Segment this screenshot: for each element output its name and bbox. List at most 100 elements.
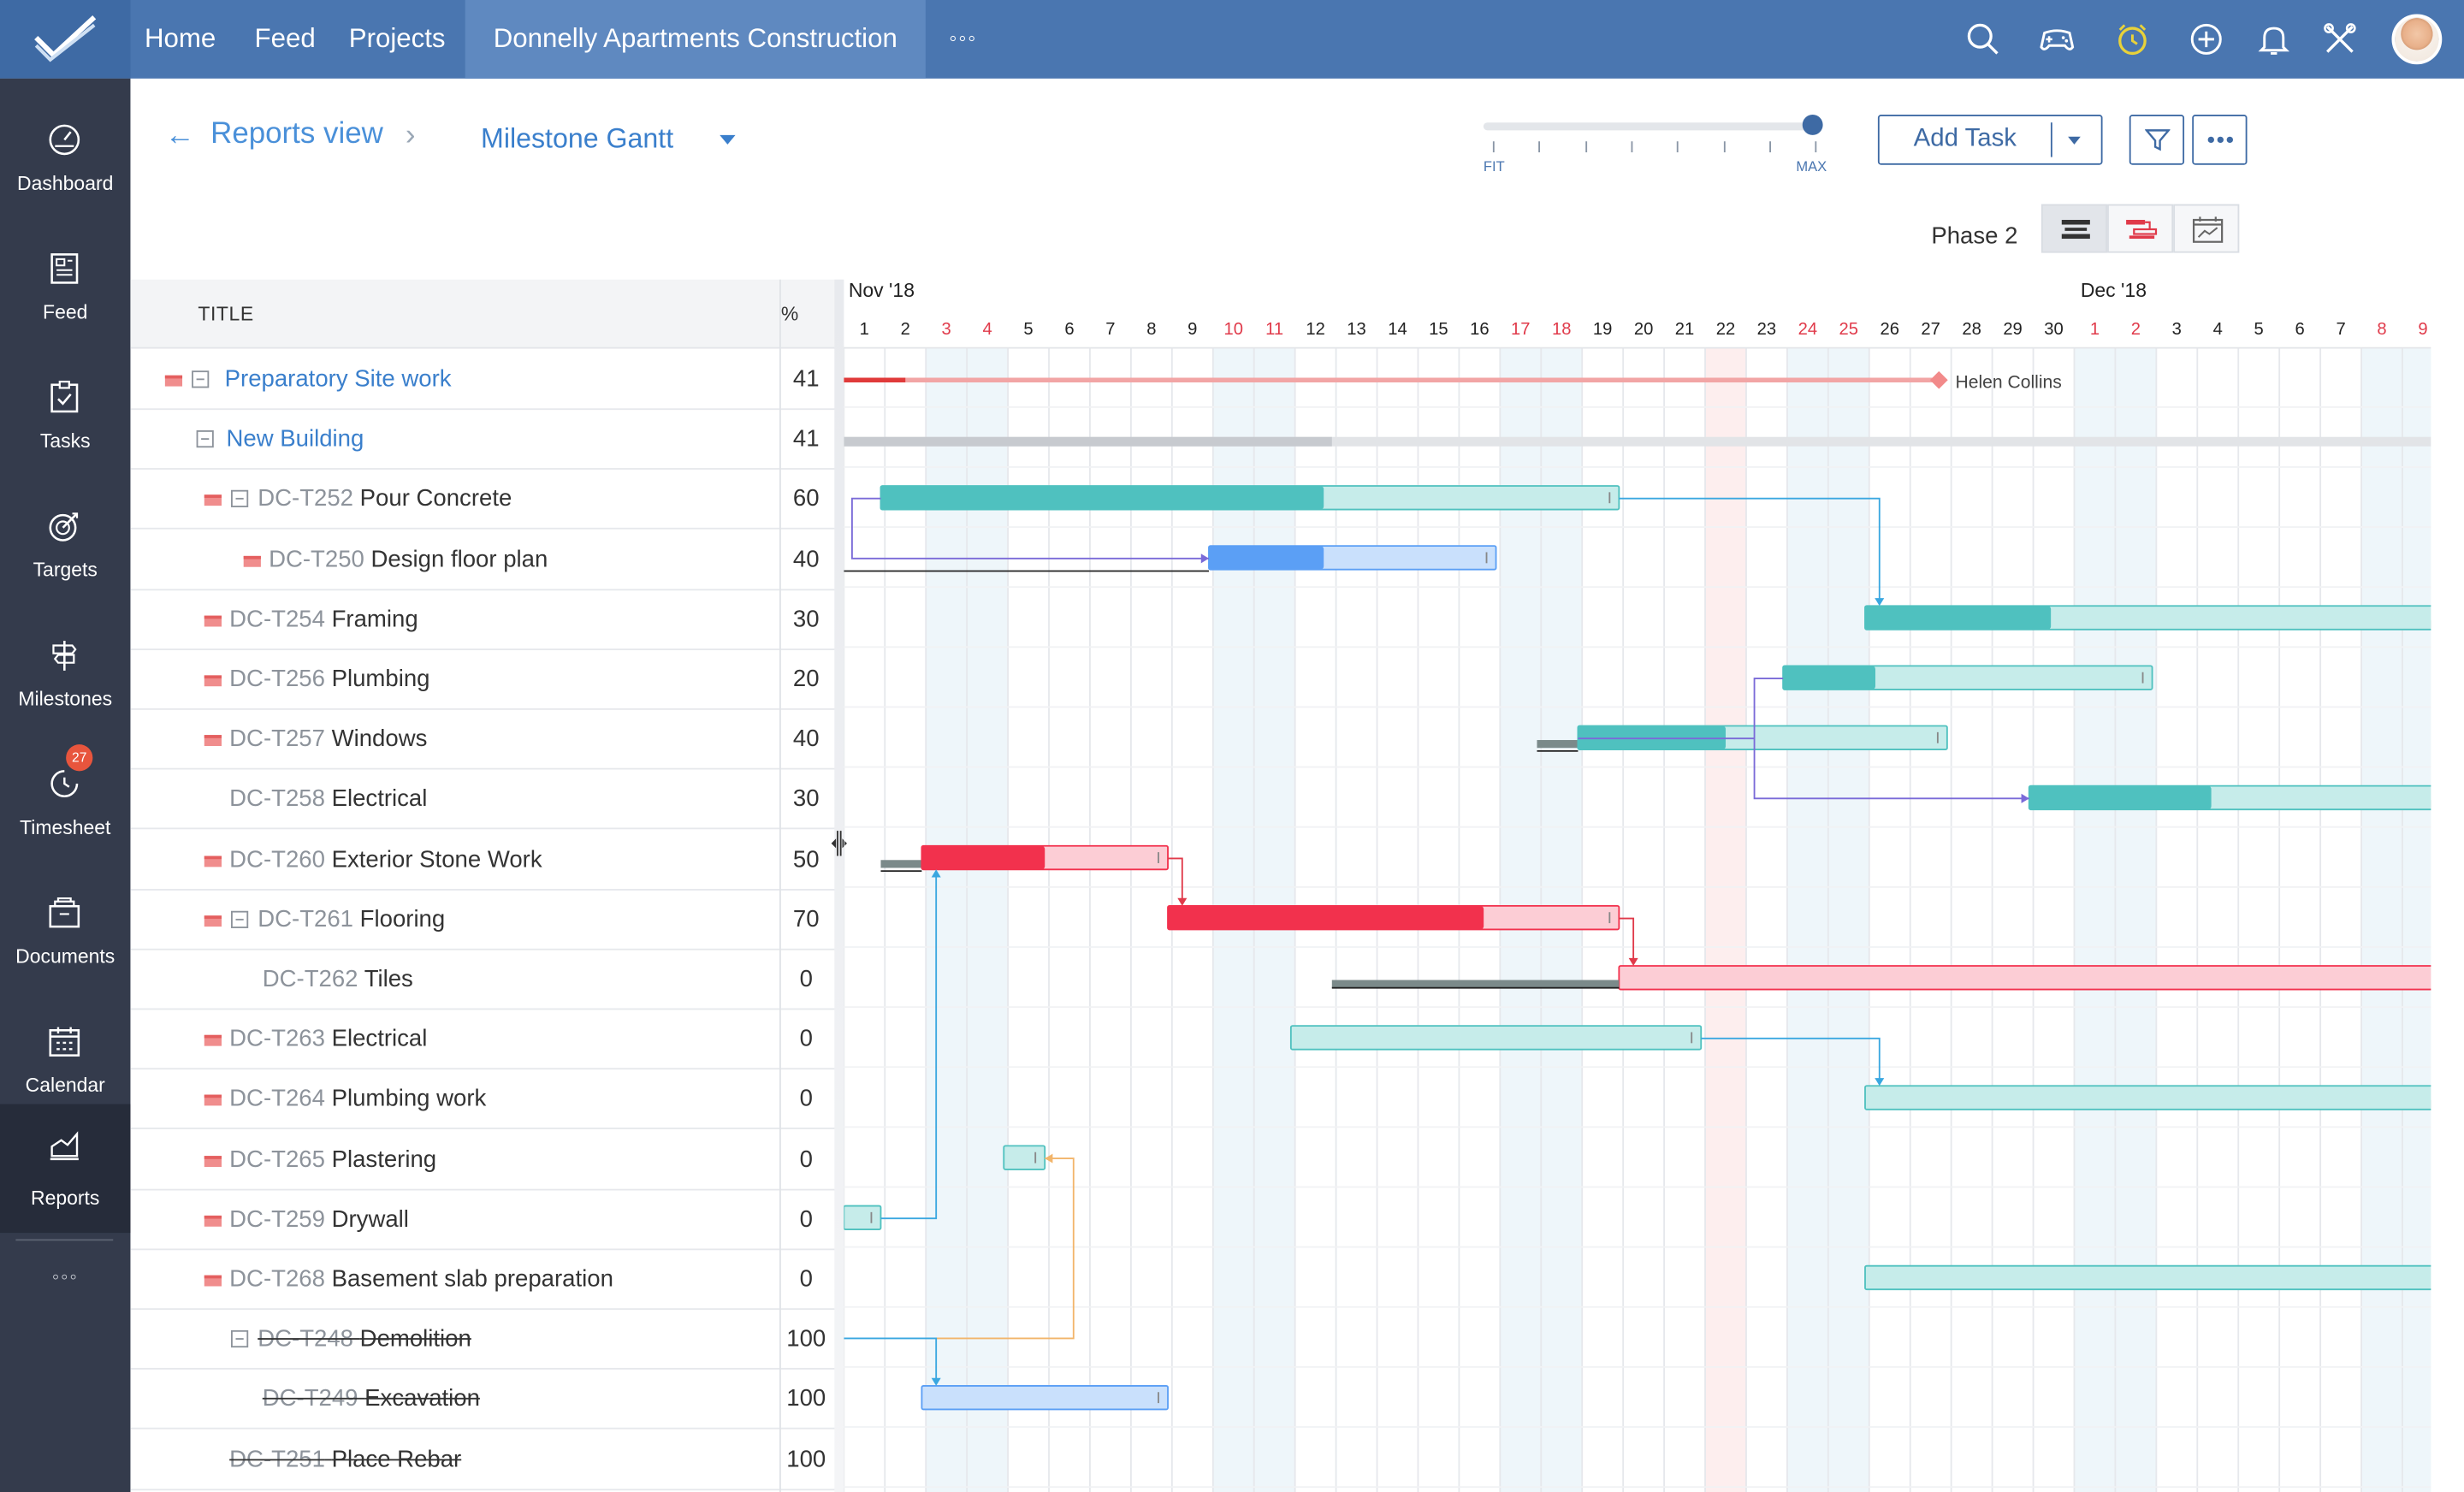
table-row[interactable]: DC-T265 Plastering 0 [130, 1130, 844, 1190]
table-row[interactable]: DC-T261 Flooring 70 [130, 891, 844, 950]
task-progress [1168, 905, 1484, 930]
task-name[interactable]: DC-T251 Place Rebar [229, 1446, 461, 1472]
sidebar-item-milestones[interactable]: Milestones [0, 614, 130, 743]
table-row[interactable]: DC-T251 Place Rebar 100 [130, 1430, 844, 1490]
zoom-fit-label[interactable]: FIT [1483, 158, 1505, 175]
collapse-toggle-icon[interactable] [230, 1330, 249, 1348]
sidebar-divider [15, 1239, 114, 1241]
add-task-button[interactable]: Add Task [1877, 115, 2103, 165]
zoom-slider-handle[interactable] [1802, 115, 1823, 135]
view-selector-caret-icon[interactable] [720, 134, 736, 145]
task-name[interactable]: DC-T257 Windows [229, 725, 427, 752]
task-percent: 41 [792, 425, 820, 453]
task-title: Tiles [364, 966, 413, 993]
collapse-toggle-icon[interactable] [230, 910, 249, 928]
collapse-toggle-icon[interactable] [196, 430, 214, 448]
critical-path-toggle[interactable] [2107, 204, 2174, 253]
task-percent: 41 [792, 365, 820, 393]
table-row[interactable]: DC-T259 Drywall 0 [130, 1190, 844, 1250]
table-row[interactable]: DC-T248 Demolition 100 [130, 1310, 844, 1371]
day-label: 2 [2130, 320, 2141, 340]
sidebar-item-calendar[interactable]: Calendar [0, 1000, 130, 1129]
bell-icon[interactable] [2255, 21, 2293, 58]
table-row[interactable]: New Building 41 [130, 410, 844, 471]
table-header: TITLE % [130, 279, 844, 349]
task-name[interactable]: DC-T254 Framing [229, 606, 418, 632]
task-name[interactable]: DC-T259 Drywall [229, 1206, 409, 1233]
add-task-dropdown-icon[interactable] [2068, 136, 2081, 145]
day-label: 30 [2044, 320, 2064, 340]
user-avatar[interactable] [2391, 14, 2443, 65]
task-name[interactable]: DC-T260 Exterior Stone Work [229, 846, 542, 873]
nav-projects[interactable]: Projects [348, 23, 446, 54]
task-name[interactable]: DC-T265 Plastering [229, 1146, 436, 1172]
task-name[interactable]: DC-T262 Tiles [263, 966, 413, 992]
table-row[interactable]: DC-T258 Electrical 30 [130, 770, 844, 831]
table-row[interactable]: DC-T260 Exterior Stone Work 50 [130, 830, 844, 891]
day-label: 24 [1798, 320, 1818, 340]
baseline-view-toggle[interactable] [2040, 204, 2108, 253]
task-name[interactable]: DC-T249 Excavation [263, 1386, 480, 1412]
table-row[interactable]: DC-T254 Framing 30 [130, 590, 844, 650]
timeline-calendar-toggle[interactable] [2173, 204, 2240, 253]
task-name[interactable]: DC-T261 Flooring [258, 906, 445, 932]
table-row[interactable]: DC-T249 Excavation 100 [130, 1371, 844, 1430]
back-arrow-icon[interactable]: ← [164, 119, 195, 153]
sidebar-item-timesheet[interactable]: Timesheet [0, 743, 130, 872]
tools-icon[interactable] [2321, 21, 2359, 58]
day-label: 4 [2212, 320, 2223, 340]
filter-button[interactable] [2129, 115, 2185, 165]
app-logo[interactable] [0, 0, 131, 79]
task-name[interactable]: Preparatory Site work [225, 366, 452, 393]
nav-current-project[interactable]: Donnelly Apartments Construction [465, 0, 926, 79]
table-row[interactable]: DC-T256 Plumbing 20 [130, 650, 844, 710]
sidebar-more-icon[interactable]: ◦◦◦ [51, 1264, 79, 1288]
resize-handle-icon[interactable] [830, 829, 849, 857]
task-name[interactable]: DC-T252 Pour Concrete [258, 486, 512, 512]
table-row[interactable]: DC-T262 Tiles 0 [130, 950, 844, 1010]
sidebar-item-documents[interactable]: Documents [0, 872, 130, 1001]
table-row[interactable]: DC-T263 Electrical 0 [130, 1010, 844, 1070]
task-name[interactable]: DC-T258 Electrical [229, 786, 427, 813]
sidebar-item-feed[interactable]: Feed [0, 228, 130, 357]
gamepad-icon[interactable] [2038, 21, 2076, 58]
task-name[interactable]: DC-T248 Demolition [258, 1326, 471, 1353]
view-selector[interactable]: Milestone Gantt [481, 122, 674, 154]
nav-more-icon[interactable]: ◦◦◦ [949, 25, 978, 50]
table-row[interactable]: Preparatory Site work 41 [130, 350, 844, 411]
sidebar-item-reports[interactable]: Reports [0, 1104, 131, 1234]
table-row[interactable]: DC-T268 Basement slab preparation 0 [130, 1250, 844, 1311]
table-row[interactable]: DC-T250 Design floor plan 40 [130, 530, 844, 590]
more-options-button[interactable] [2192, 115, 2248, 165]
task-name[interactable]: DC-T264 Plumbing work [229, 1086, 486, 1112]
table-row[interactable]: DC-T264 Plumbing work 0 [130, 1070, 844, 1130]
nav-feed[interactable]: Feed [254, 23, 316, 54]
search-icon[interactable] [1964, 21, 2002, 58]
task-name[interactable]: DC-T256 Plumbing [229, 666, 429, 692]
column-title-header[interactable]: TITLE [198, 303, 254, 326]
collapse-toggle-icon[interactable] [230, 490, 249, 508]
task-name[interactable]: DC-T250 Design floor plan [269, 546, 548, 572]
dependency-arrow [1875, 1078, 1885, 1086]
task-name[interactable]: DC-T263 Electrical [229, 1026, 427, 1052]
collapse-toggle-icon[interactable] [192, 370, 210, 388]
task-code: DC-T256 [229, 666, 325, 693]
sidebar-item-targets[interactable]: Targets [0, 485, 130, 614]
table-row[interactable]: DC-T257 Windows 40 [130, 710, 844, 770]
sidebar-item-tasks[interactable]: Tasks [0, 357, 130, 486]
zoom-max-label[interactable]: MAX [1796, 158, 1827, 175]
pane-splitter[interactable] [834, 279, 844, 1492]
task-name[interactable]: New Building [226, 426, 364, 453]
task-name[interactable]: DC-T268 Basement slab preparation [229, 1266, 613, 1293]
task-percent: 60 [792, 485, 820, 513]
zoom-slider[interactable] [1483, 122, 1817, 131]
breadcrumb-reports-view[interactable]: Reports view [210, 117, 383, 151]
table-row[interactable]: DC-T252 Pour Concrete 60 [130, 471, 844, 530]
day-label: 14 [1388, 320, 1407, 340]
sidebar-item-dashboard[interactable]: Dashboard [0, 99, 130, 228]
nav-home[interactable]: Home [144, 23, 216, 54]
timer-clock-icon[interactable] [2113, 21, 2151, 58]
task-title: Plumbing [331, 666, 430, 693]
column-percent-header[interactable]: % [780, 303, 799, 326]
add-circle-icon[interactable] [2188, 21, 2225, 58]
